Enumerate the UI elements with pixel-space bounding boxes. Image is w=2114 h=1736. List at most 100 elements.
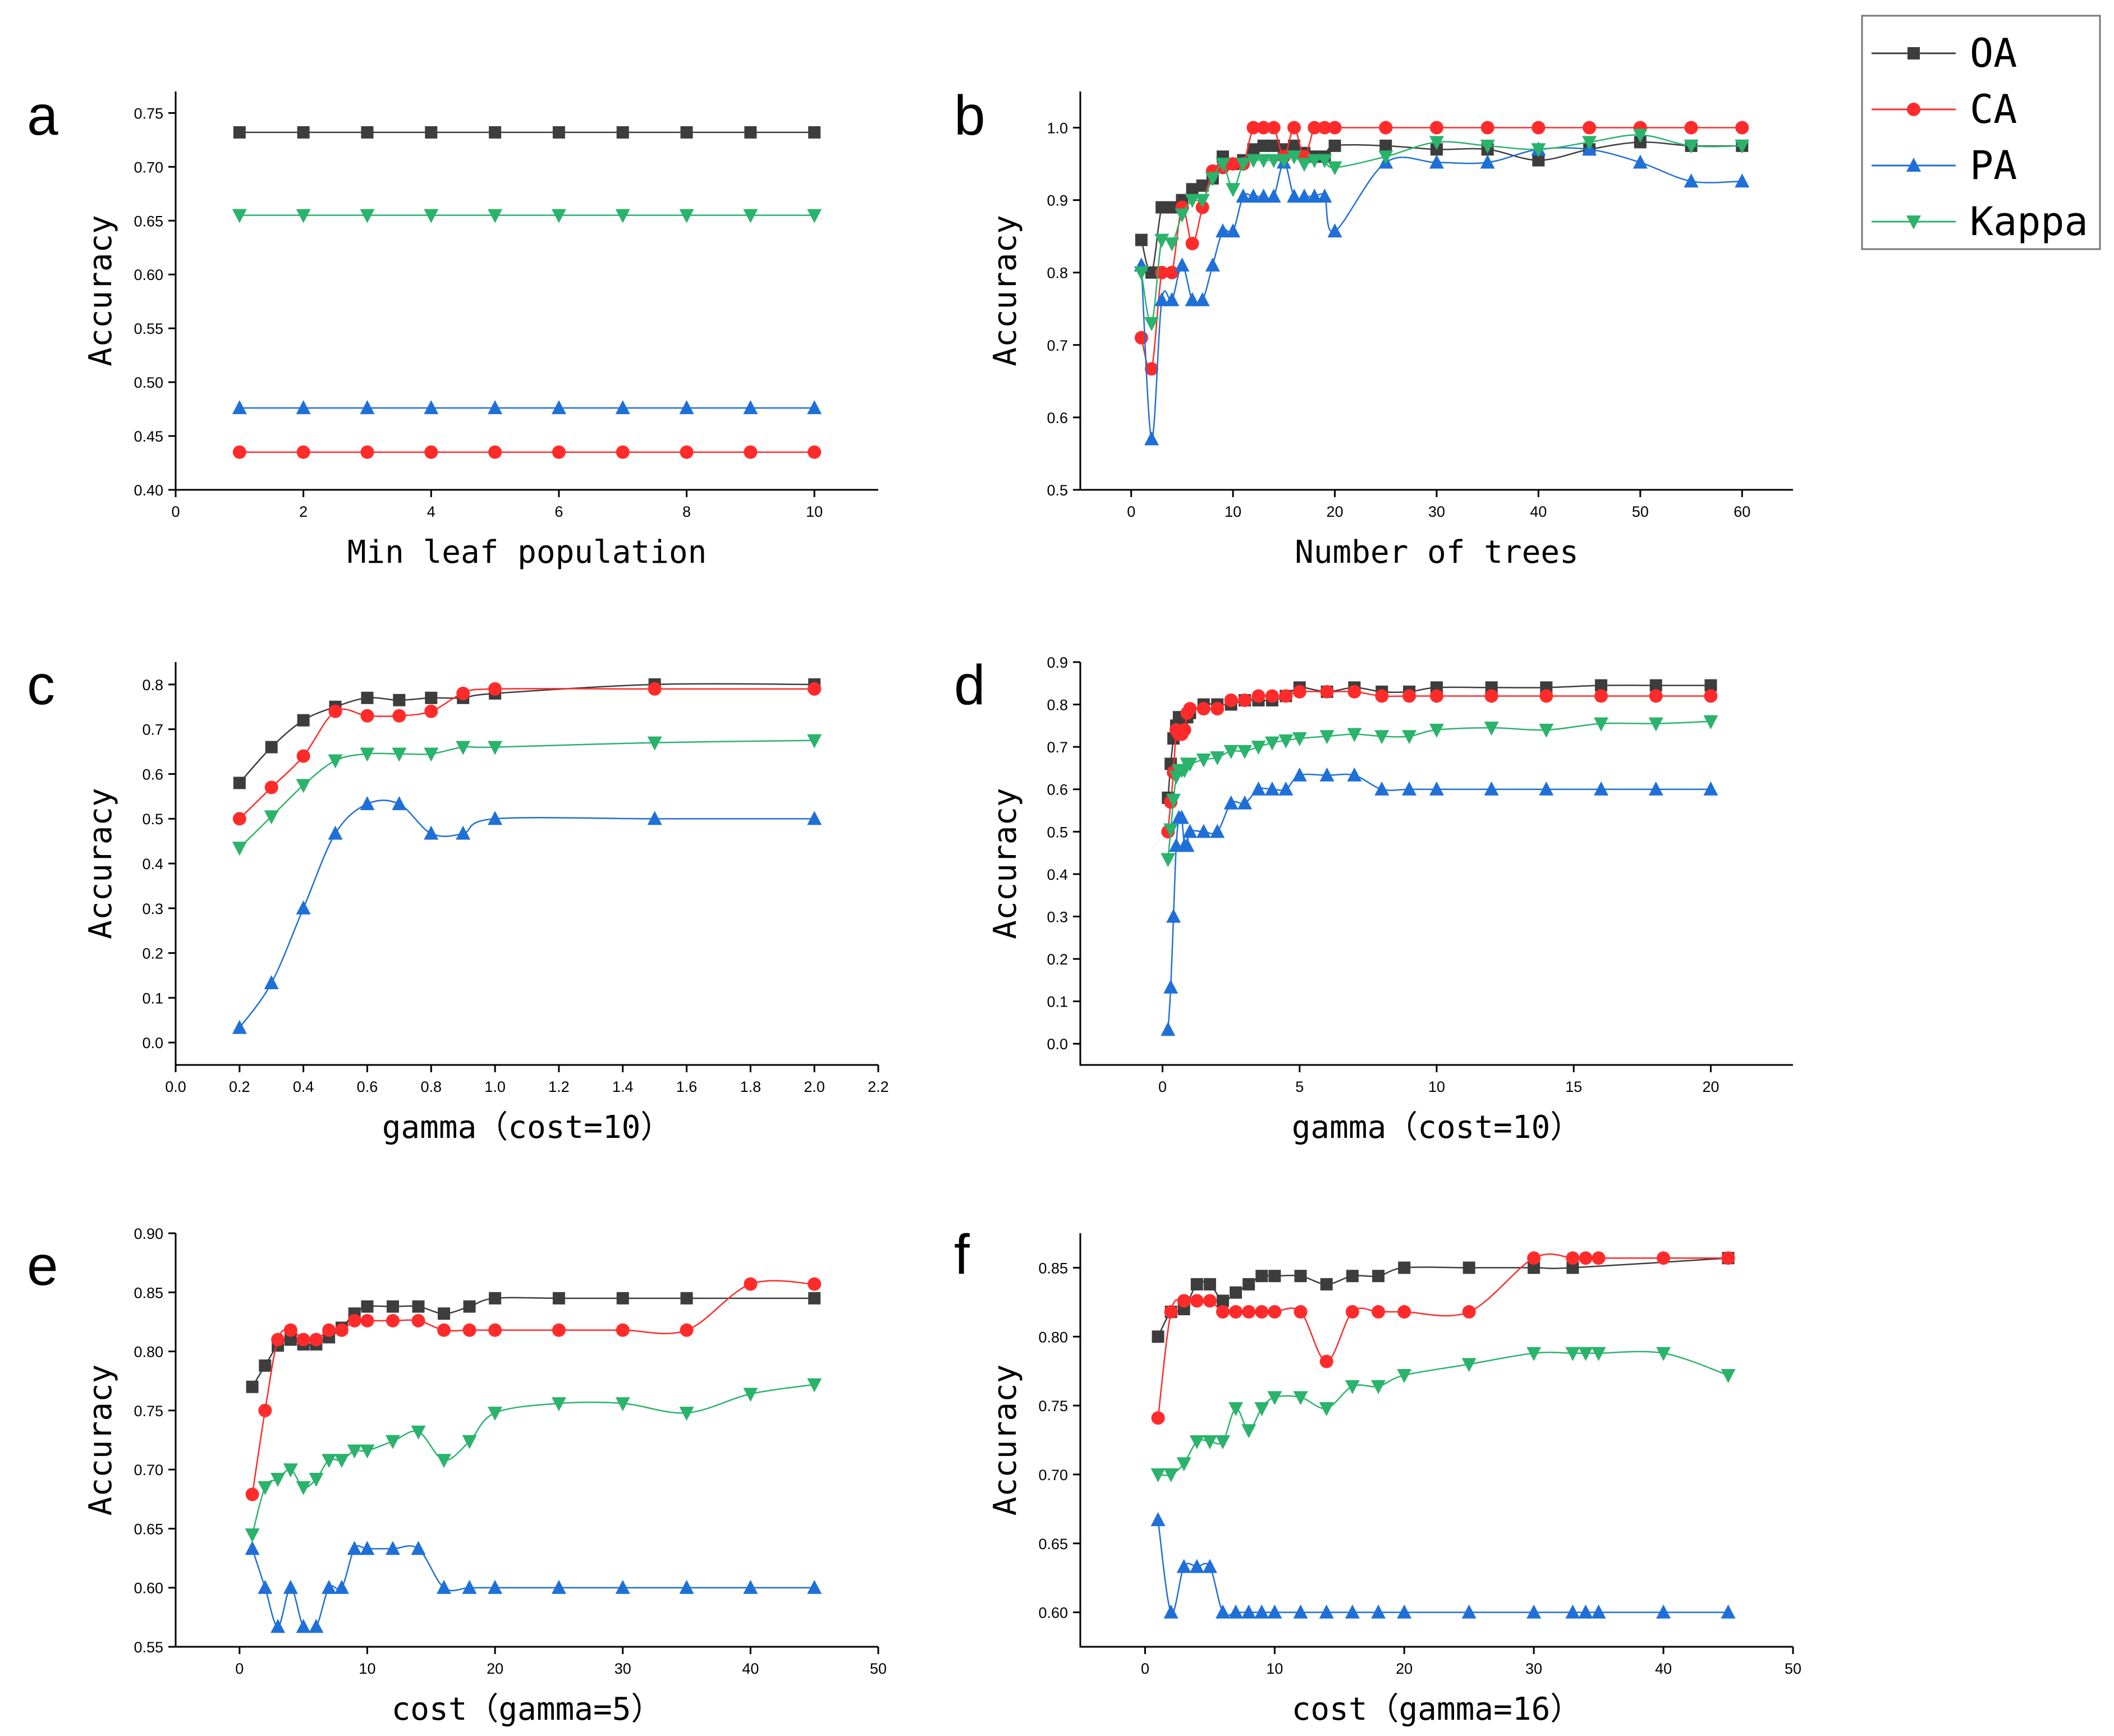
data-point-pa [551, 400, 566, 415]
panel-f: f 0 10 20 30 40 50 0.60 0.65 0.70 0.75 0.80 0.85 cost… [954, 1223, 1801, 1728]
data-point-pa [743, 1579, 758, 1594]
y-axis-title: Accuracy [987, 1365, 1024, 1516]
y-tick-label: 0.65 [134, 213, 163, 229]
y-tick-label: 0.75 [1038, 1398, 1068, 1414]
x-tick-label: 40 [1655, 1660, 1672, 1677]
data-point-kappa [1236, 158, 1251, 172]
series-line-pa [1167, 773, 1711, 1030]
data-point-pa [807, 811, 822, 825]
data-point-kappa [232, 842, 247, 856]
data-point-oa [1288, 139, 1300, 152]
data-point-pa [1347, 767, 1362, 782]
data-point-pa [1578, 1604, 1593, 1619]
data-point-pa [232, 1019, 247, 1034]
axes-f [1079, 1233, 1793, 1648]
x-tick-label: 0 [1141, 1660, 1149, 1677]
data-point-ca [411, 1314, 425, 1328]
y-tick-label: 0.7 [1047, 337, 1068, 354]
data-point-kappa [309, 1472, 324, 1487]
data-point-ca [808, 682, 822, 696]
data-point-pa [1648, 781, 1663, 796]
data-point-kappa [488, 209, 503, 223]
data-point-kappa [1267, 1391, 1282, 1406]
y-tick-label: 0.70 [134, 159, 163, 176]
y-tick-label: 0.8 [1047, 265, 1068, 282]
data-point-ca [1196, 702, 1210, 716]
data-point-kappa [1703, 715, 1718, 729]
y-tick-label: 0.75 [134, 105, 163, 122]
data-point-kappa [1264, 736, 1280, 751]
data-point-kappa [328, 754, 343, 769]
data-point-ca [392, 709, 406, 723]
data-point-oa [552, 126, 565, 139]
panel-letter-d: d [954, 654, 985, 717]
data-point-oa [1152, 1330, 1164, 1343]
data-point-pa [1237, 795, 1253, 810]
y-tick-label: 0.1 [1047, 994, 1068, 1011]
data-point-pa [1307, 189, 1322, 203]
panel-d: d 0 5 10 15 20 0.0 0.1 0.2 0.3 0.4 0.5 0.6 0.7 0.8 0.9 g… [954, 654, 1793, 1146]
data-point-kappa [296, 779, 311, 793]
data-point-kappa [1297, 158, 1312, 172]
data-point-ca [1318, 121, 1332, 135]
data-point-oa [233, 126, 246, 139]
data-point-oa [808, 1292, 821, 1305]
data-point-ca [1347, 685, 1361, 699]
data-point-pa [1278, 781, 1294, 796]
data-point-ca [1375, 689, 1389, 703]
y-tick-label: 0.90 [134, 1225, 163, 1242]
data-point-pa [309, 1619, 324, 1633]
y-tick-label: 0.3 [1047, 908, 1068, 925]
data-point-kappa [296, 209, 311, 223]
data-point-kappa [1134, 266, 1149, 281]
x-tick-label: 40 [1530, 503, 1547, 520]
data-point-oa [616, 126, 629, 139]
data-point-ca [1721, 1251, 1735, 1265]
data-point-ca [1430, 121, 1443, 135]
y-tick-label: 0.5 [142, 811, 163, 828]
data-point-kappa [1594, 717, 1609, 732]
data-point-kappa [1210, 751, 1225, 766]
data-point-kappa [1251, 741, 1266, 755]
data-point-pa [807, 400, 822, 415]
data-point-kappa [360, 747, 375, 762]
data-point-ca [1462, 1305, 1476, 1319]
data-point-oa [425, 126, 438, 139]
data-point-pa [551, 1579, 566, 1594]
data-point-pa [1526, 1604, 1542, 1619]
data-point-kappa [1226, 183, 1241, 198]
data-point-pa [615, 1579, 630, 1594]
data-point-oa [1242, 1278, 1255, 1290]
data-point-oa [744, 126, 757, 139]
data-point-ca [1216, 1305, 1230, 1319]
data-point-ca [1224, 694, 1238, 708]
data-point-ca [347, 1314, 361, 1328]
data-point-oa [1566, 1261, 1579, 1274]
y-tick-label: 0.75 [134, 1403, 163, 1420]
data-point-pa [1264, 781, 1280, 796]
data-point-oa [425, 691, 438, 704]
data-point-kappa [424, 209, 439, 223]
x-tick-label: 20 [1702, 1078, 1719, 1095]
x-axis-title: cost（gamma=5） [392, 1691, 663, 1728]
data-point-kappa [1293, 1391, 1308, 1406]
y-tick-label: 0.5 [1047, 482, 1068, 499]
data-point-pa [1144, 431, 1159, 446]
y-tick-label: 0.45 [134, 428, 163, 445]
data-point-oa [1649, 679, 1662, 692]
x-tick-label: 1.6 [676, 1078, 698, 1095]
y-tick-label: 0.40 [134, 482, 163, 499]
data-point-ca [1134, 330, 1148, 345]
panel-letter-c: c [27, 654, 55, 717]
data-point-oa [1595, 679, 1608, 692]
data-point-ca [1684, 121, 1698, 135]
x-tick-label: 0.2 [229, 1078, 250, 1095]
data-point-ca [1319, 1354, 1333, 1368]
y-tick-label: 0.2 [142, 945, 163, 962]
data-point-oa [616, 1292, 629, 1305]
data-point-oa [361, 126, 374, 139]
y-tick-label: 0.9 [1047, 192, 1068, 209]
x-tick-label: 1.0 [484, 1078, 506, 1095]
data-point-kappa [1317, 154, 1332, 168]
data-point-ca [1527, 1251, 1541, 1265]
